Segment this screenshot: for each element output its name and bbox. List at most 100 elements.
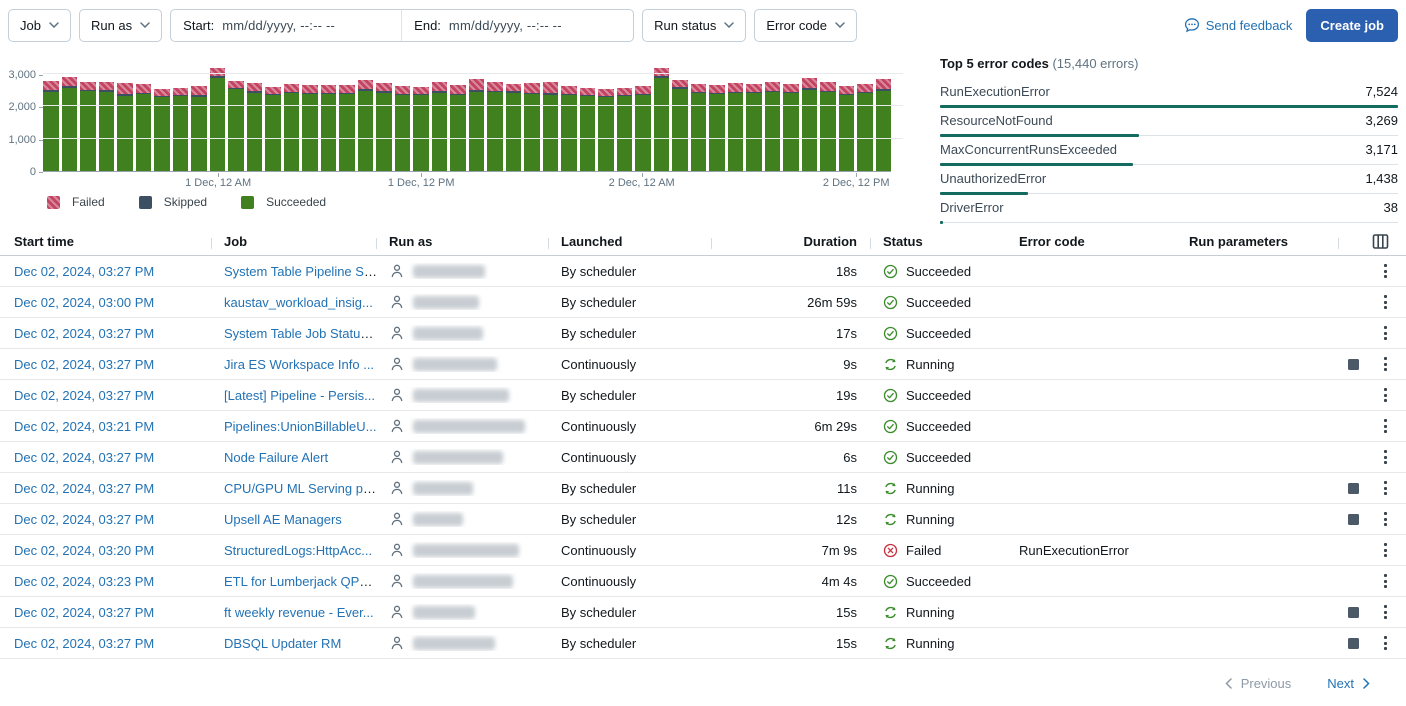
columns-icon[interactable] (1372, 233, 1389, 250)
start-time-link[interactable]: Dec 02, 2024, 03:27 PM (14, 263, 155, 279)
succeeded-segment (857, 93, 873, 171)
job-link[interactable]: ft weekly revenue - Ever... (224, 604, 374, 620)
legend-item-failed: Failed (47, 195, 105, 209)
redacted-user-name (413, 574, 513, 588)
run-as-cell (377, 449, 549, 465)
skipped-segment (616, 95, 632, 96)
status-cell: Running (871, 512, 1007, 527)
end-date-input[interactable]: End: mm/dd/yyyy, --:-- -- (401, 9, 633, 41)
start-time-link[interactable]: Dec 02, 2024, 03:00 PM (14, 294, 155, 310)
failed-segment (783, 84, 799, 92)
succeeded-segment (690, 93, 706, 171)
kebab-menu-button[interactable] (1382, 324, 1389, 342)
job-link[interactable]: Upsell AE Managers (224, 511, 342, 527)
kebab-menu-button[interactable] (1382, 386, 1389, 404)
start-time-link[interactable]: Dec 02, 2024, 03:27 PM (14, 449, 155, 465)
run-as-cell (377, 263, 549, 279)
redacted-user-name (413, 419, 525, 433)
stop-run-button[interactable] (1348, 637, 1359, 649)
job-link[interactable]: Pipelines:UnionBillableU... (224, 418, 377, 434)
launched-cell: Continuously (561, 573, 637, 589)
start-time-link[interactable]: Dec 02, 2024, 03:27 PM (14, 604, 155, 620)
chevron-down-icon (835, 22, 845, 28)
legend-skipped-label: Skipped (163, 195, 208, 209)
start-time-link[interactable]: Dec 02, 2024, 03:27 PM (14, 356, 155, 372)
skipped-segment (283, 92, 299, 93)
kebab-menu-button[interactable] (1382, 417, 1389, 435)
kebab-menu-button[interactable] (1382, 448, 1389, 466)
chart-bar (265, 87, 281, 171)
kebab-menu-button[interactable] (1382, 293, 1389, 311)
job-link[interactable]: CPU/GPU ML Serving po... (224, 480, 377, 496)
start-time-link[interactable]: Dec 02, 2024, 03:21 PM (14, 418, 155, 434)
kebab-menu-button[interactable] (1382, 572, 1389, 590)
run-as-cell (377, 604, 549, 620)
kebab-menu-button[interactable] (1382, 510, 1389, 528)
next-page-button[interactable]: Next (1327, 676, 1370, 691)
job-link[interactable]: Jira ES Workspace Info ... (224, 356, 375, 372)
kebab-menu-button[interactable] (1382, 541, 1389, 559)
duration-cell: 18s (836, 263, 857, 279)
job-link[interactable]: ETL for Lumberjack QPL... (224, 573, 377, 589)
failed-segment (672, 80, 688, 87)
start-date-input[interactable]: Start: mm/dd/yyyy, --:-- -- (171, 10, 401, 41)
job-filter-dropdown[interactable]: Job (8, 8, 71, 42)
succeeded-swatch-icon (241, 195, 255, 209)
skipped-segment (431, 91, 447, 93)
job-cell: StructuredLogs:HttpAcc... (212, 543, 377, 558)
start-time-link[interactable]: Dec 02, 2024, 03:27 PM (14, 387, 155, 403)
stop-run-button[interactable] (1348, 482, 1359, 494)
launched-cell: Continuously (561, 542, 637, 558)
user-icon (391, 543, 403, 557)
send-feedback-link[interactable]: Send feedback (1184, 17, 1292, 33)
run-as-cell (377, 635, 549, 651)
stop-run-button[interactable] (1348, 606, 1359, 618)
succeeded-segment (838, 95, 854, 171)
create-job-button[interactable]: Create job (1306, 8, 1398, 42)
failed-segment (117, 83, 133, 94)
start-time-link[interactable]: Dec 02, 2024, 03:27 PM (14, 480, 155, 496)
error-code-bar (940, 105, 1398, 108)
redacted-user-name (413, 636, 495, 650)
table-row: Dec 02, 2024, 03:00 PM kaustav_workload_i… (0, 287, 1406, 318)
run-status-filter-dropdown[interactable]: Run status (642, 8, 747, 42)
job-link[interactable]: kaustav_workload_insig... (224, 294, 373, 310)
job-link[interactable]: DBSQL Updater RM (224, 635, 342, 651)
y-axis-tick (39, 107, 43, 109)
previous-page-button[interactable]: Previous (1225, 676, 1291, 691)
failed-segment (413, 87, 429, 94)
error-code-filter-dropdown[interactable]: Error code (754, 8, 858, 42)
chart-gridline (43, 105, 903, 107)
succeeded-segment (468, 92, 484, 171)
kebab-menu-button[interactable] (1382, 262, 1389, 280)
run-as-filter-dropdown[interactable]: Run as (78, 8, 163, 42)
kebab-menu-button[interactable] (1382, 603, 1389, 621)
duration-cell: 7m 9s (821, 542, 857, 558)
succeeded-segment (746, 93, 762, 171)
stop-run-button[interactable] (1348, 358, 1359, 370)
job-link[interactable]: Node Failure Alert (224, 449, 329, 465)
job-link[interactable]: StructuredLogs:HttpAcc... (224, 542, 373, 558)
skipped-segment (487, 91, 503, 92)
skipped-segment (413, 94, 429, 95)
start-time-link[interactable]: Dec 02, 2024, 03:27 PM (14, 635, 155, 651)
kebab-menu-button[interactable] (1382, 634, 1389, 652)
start-time-link[interactable]: Dec 02, 2024, 03:27 PM (14, 511, 155, 527)
row-actions-cell (1339, 448, 1406, 466)
skipped-segment (727, 92, 743, 93)
start-time-link[interactable]: Dec 02, 2024, 03:20 PM (14, 542, 155, 558)
kebab-menu-button[interactable] (1382, 479, 1389, 497)
table-row: Dec 02, 2024, 03:21 PM Pipelines:UnionBil… (0, 411, 1406, 442)
job-link[interactable]: System Table Pipeline St... (224, 263, 377, 279)
error-code-count: 7,524 (1365, 84, 1398, 99)
succeeded-segment (80, 91, 96, 171)
stop-run-button[interactable] (1348, 513, 1359, 525)
job-link[interactable]: System Table Job Status... (224, 325, 377, 341)
failed-segment (61, 77, 77, 86)
start-time-link[interactable]: Dec 02, 2024, 03:27 PM (14, 325, 155, 341)
start-time-cell: Dec 02, 2024, 03:27 PM (0, 450, 212, 465)
job-link[interactable]: [Latest] Pipeline - Persis... (224, 387, 376, 403)
failed-segment (450, 85, 466, 94)
start-time-link[interactable]: Dec 02, 2024, 03:23 PM (14, 573, 155, 589)
kebab-menu-button[interactable] (1382, 355, 1389, 373)
